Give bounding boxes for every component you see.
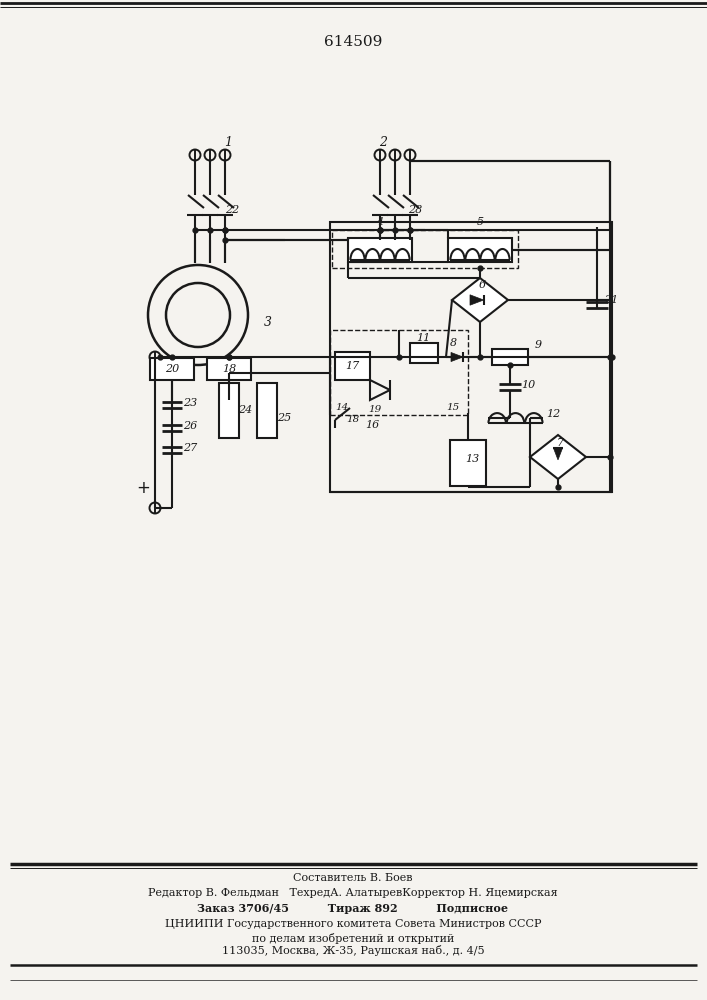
Bar bbox=[348, 238, 412, 262]
Text: 17: 17 bbox=[345, 361, 359, 371]
Text: 20: 20 bbox=[165, 364, 179, 374]
Text: Заказ 3706/45          Тираж 892          Подписное: Заказ 3706/45 Тираж 892 Подписное bbox=[197, 904, 508, 914]
Text: 10: 10 bbox=[521, 380, 535, 390]
Text: 26: 26 bbox=[183, 421, 197, 431]
Text: +: + bbox=[136, 479, 150, 497]
Bar bbox=[207, 358, 251, 380]
Bar bbox=[219, 383, 239, 438]
Text: 27: 27 bbox=[183, 443, 197, 453]
Text: 5: 5 bbox=[477, 217, 484, 227]
Bar bbox=[332, 230, 518, 268]
Text: 2: 2 bbox=[379, 136, 387, 149]
Text: 113035, Москва, Ж-35, Раушская наб., д. 4/5: 113035, Москва, Ж-35, Раушская наб., д. … bbox=[222, 946, 484, 956]
Text: 28: 28 bbox=[408, 205, 422, 215]
Text: 22: 22 bbox=[225, 205, 239, 215]
Text: 19: 19 bbox=[368, 406, 382, 414]
Text: 23: 23 bbox=[183, 398, 197, 408]
Text: 14: 14 bbox=[335, 403, 349, 412]
Text: ЦНИИПИ Государственного комитета Совета Министров СССР: ЦНИИПИ Государственного комитета Совета … bbox=[165, 919, 542, 929]
Text: 16: 16 bbox=[365, 420, 379, 430]
Text: 25: 25 bbox=[277, 413, 291, 423]
Polygon shape bbox=[452, 278, 508, 322]
Text: 18: 18 bbox=[222, 364, 236, 374]
Bar bbox=[410, 343, 438, 363]
Bar bbox=[330, 330, 468, 415]
Bar bbox=[492, 349, 528, 365]
Text: 4: 4 bbox=[376, 217, 384, 227]
Text: 11: 11 bbox=[416, 333, 430, 343]
Text: 12: 12 bbox=[546, 409, 560, 419]
Polygon shape bbox=[554, 448, 563, 460]
Text: Редактор В. Фельдман   ТехредА. АлатыревКорректор Н. Яцемирская: Редактор В. Фельдман ТехредА. АлатыревКо… bbox=[148, 888, 558, 898]
Polygon shape bbox=[451, 352, 463, 362]
Bar bbox=[448, 238, 512, 262]
Text: 3: 3 bbox=[264, 316, 272, 330]
Bar bbox=[335, 352, 370, 380]
Bar bbox=[330, 222, 612, 492]
Text: 7: 7 bbox=[556, 438, 563, 448]
Polygon shape bbox=[470, 295, 484, 305]
Text: 9: 9 bbox=[534, 340, 542, 350]
Text: 18: 18 bbox=[346, 416, 360, 424]
Polygon shape bbox=[530, 435, 586, 479]
Text: 614509: 614509 bbox=[324, 35, 382, 49]
Text: 13: 13 bbox=[465, 454, 479, 464]
Text: 8: 8 bbox=[450, 338, 457, 348]
Text: 1: 1 bbox=[224, 136, 232, 149]
Text: 21: 21 bbox=[604, 295, 618, 305]
Bar bbox=[450, 440, 486, 486]
Text: 24: 24 bbox=[238, 405, 252, 415]
Bar bbox=[257, 383, 277, 438]
Bar bbox=[150, 358, 194, 380]
Text: 15: 15 bbox=[446, 403, 460, 412]
Text: 6: 6 bbox=[479, 280, 486, 290]
Text: по делам изобретений и открытий: по делам изобретений и открытий bbox=[252, 932, 454, 944]
Text: Составитель В. Боев: Составитель В. Боев bbox=[293, 873, 413, 883]
